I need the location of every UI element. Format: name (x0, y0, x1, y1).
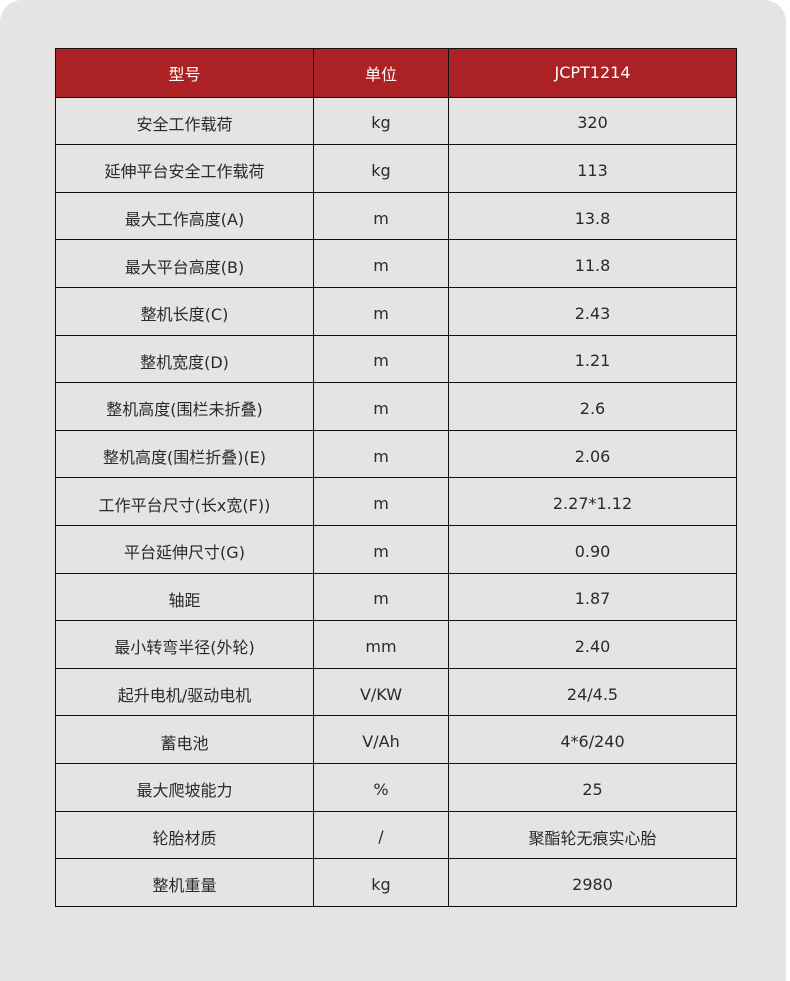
param-value: 2.6 (448, 382, 737, 431)
param-name: 延伸平台安全工作载荷 (55, 144, 314, 193)
param-value: 25 (448, 762, 737, 812)
param-value: 24/4.5 (448, 667, 737, 717)
param-value: 2.40 (448, 620, 737, 669)
param-unit: kg (313, 858, 449, 907)
param-name: 整机重量 (55, 858, 314, 907)
table-row: 延伸平台安全工作载荷 kg 113 (55, 144, 737, 193)
param-unit: m (313, 191, 449, 241)
param-name: 最小转弯半径(外轮) (55, 620, 314, 669)
header-unit: 单位 (313, 48, 449, 98)
param-name: 起升电机/驱动电机 (55, 667, 314, 717)
param-name: 最大工作高度(A) (55, 191, 314, 241)
table-header-row: 型号 单位 JCPT1214 (55, 48, 737, 98)
header-model: 型号 (55, 48, 314, 98)
table-row: 蓄电池 V/Ah 4*6/240 (55, 715, 737, 764)
param-value: 0.90 (448, 524, 737, 574)
param-name: 安全工作载荷 (55, 96, 314, 146)
param-name: 工作平台尺寸(长x宽(F)) (55, 477, 314, 526)
table-row: 最小转弯半径(外轮) mm 2.40 (55, 620, 737, 669)
param-value: 1.87 (448, 572, 737, 622)
param-unit: m (313, 382, 449, 431)
table-row: 整机重量 kg 2980 (55, 858, 737, 907)
param-unit: kg (313, 144, 449, 193)
param-value: 13.8 (448, 191, 737, 241)
table-row: 工作平台尺寸(长x宽(F)) m 2.27*1.12 (55, 477, 737, 526)
param-unit: kg (313, 96, 449, 146)
param-unit: m (313, 239, 449, 288)
param-name: 整机高度(围栏折叠)(E) (55, 429, 314, 479)
table-row: 平台延伸尺寸(G) m 0.90 (55, 524, 737, 574)
table-row: 整机高度(围栏折叠)(E) m 2.06 (55, 429, 737, 479)
table-row: 最大爬坡能力% 25 (55, 762, 737, 812)
table-row: 轴距 m 1.87 (55, 572, 737, 622)
param-value: 320 (448, 96, 737, 146)
spec-table: 型号 单位 JCPT1214 安全工作载荷 kg 320 延伸平台安全工作载荷 kg 11… (55, 48, 737, 907)
param-unit: m (313, 334, 449, 384)
param-unit: mm (313, 620, 449, 669)
param-name: 整机长度(C) (55, 286, 314, 336)
param-name: 轴距 (55, 572, 314, 622)
param-value: 聚酯轮无痕实心胎 (448, 810, 737, 860)
table-row: 整机宽度(D) m 1.21 (55, 334, 737, 384)
param-unit: m (313, 524, 449, 574)
param-value: 11.8 (448, 239, 737, 288)
param-name: 最大爬坡能力 (55, 762, 314, 812)
param-value: 2.43 (448, 286, 737, 336)
table-row: 安全工作载荷 kg 320 (55, 96, 737, 146)
param-value: 113 (448, 144, 737, 193)
param-unit: / (313, 810, 449, 860)
param-name: 平台延伸尺寸(G) (55, 524, 314, 574)
param-unit: % (313, 762, 449, 812)
table-row: 起升电机/驱动电机 V/KW 24/4.5 (55, 667, 737, 717)
table-row: 轮胎材质 / 聚酯轮无痕实心胎 (55, 810, 737, 860)
param-unit: m (313, 477, 449, 526)
param-value: 2980 (448, 858, 737, 907)
param-unit: V/Ah (313, 715, 449, 764)
table-row: 最大工作高度(A) m 13.8 (55, 191, 737, 241)
param-value: 2.06 (448, 429, 737, 479)
param-unit: m (313, 429, 449, 479)
param-unit: m (313, 572, 449, 622)
table-row: 整机长度(C) m 2.43 (55, 286, 737, 336)
param-unit: V/KW (313, 667, 449, 717)
table-row: 最大平台高度(B) m 11.8 (55, 239, 737, 288)
param-value: 2.27*1.12 (448, 477, 737, 526)
param-value: 4*6/240 (448, 715, 737, 764)
param-name: 蓄电池 (55, 715, 314, 764)
table-row: 整机高度(围栏未折叠) m 2.6 (55, 382, 737, 431)
header-value: JCPT1214 (448, 48, 737, 98)
param-name: 轮胎材质 (55, 810, 314, 860)
param-name: 整机高度(围栏未折叠) (55, 382, 314, 431)
param-name: 最大平台高度(B) (55, 239, 314, 288)
param-name: 整机宽度(D) (55, 334, 314, 384)
param-unit: m (313, 286, 449, 336)
param-value: 1.21 (448, 334, 737, 384)
